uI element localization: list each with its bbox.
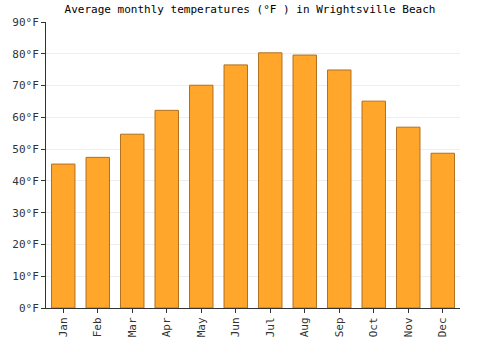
svg-text:Average monthly temperatures (: Average monthly temperatures (°F ) in Wr… (65, 3, 436, 16)
svg-text:50°F: 50°F (12, 143, 39, 156)
svg-text:70°F: 70°F (12, 79, 39, 92)
svg-text:60°F: 60°F (12, 111, 39, 124)
svg-text:Apr: Apr (160, 317, 173, 337)
svg-text:90°F: 90°F (12, 16, 39, 29)
svg-text:Jan: Jan (57, 317, 70, 337)
svg-text:0°F: 0°F (19, 302, 39, 315)
svg-text:Jul: Jul (264, 317, 277, 337)
svg-text:40°F: 40°F (12, 175, 39, 188)
svg-text:30°F: 30°F (12, 207, 39, 220)
svg-text:Feb: Feb (91, 317, 104, 337)
svg-text:Dec: Dec (436, 317, 449, 337)
svg-text:May: May (195, 317, 208, 337)
svg-text:Nov: Nov (402, 317, 415, 337)
svg-text:10°F: 10°F (12, 270, 39, 283)
svg-text:Mar: Mar (126, 317, 139, 337)
svg-text:Sep: Sep (333, 317, 346, 337)
svg-text:20°F: 20°F (12, 238, 39, 251)
svg-text:Aug: Aug (298, 317, 311, 337)
svg-text:Jun: Jun (229, 317, 242, 337)
svg-text:Oct: Oct (367, 317, 380, 337)
svg-text:80°F: 80°F (12, 48, 39, 61)
